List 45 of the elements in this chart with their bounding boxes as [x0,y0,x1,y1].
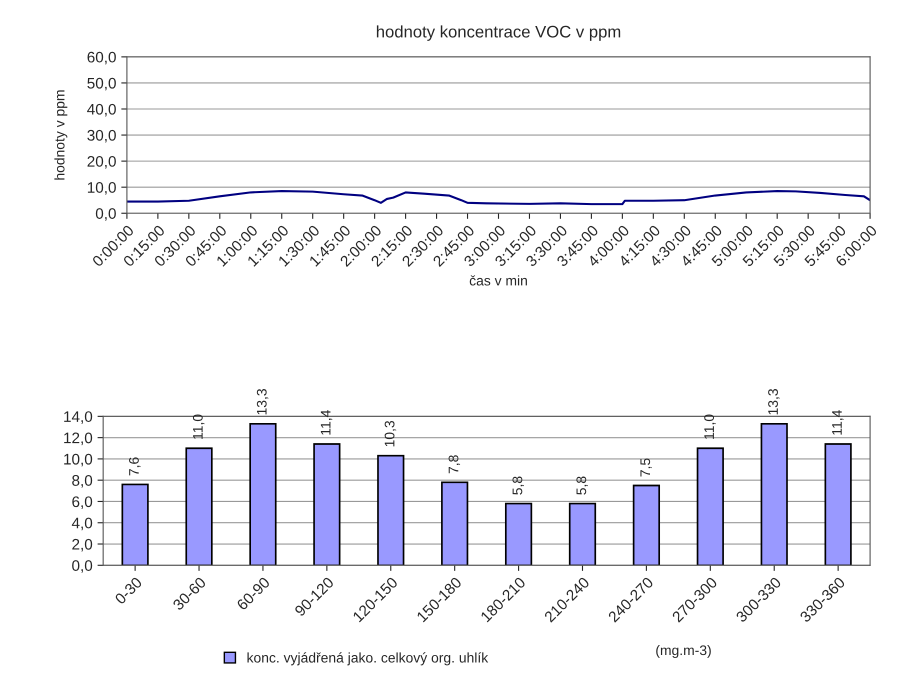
bar [185,447,213,566]
data-label: 11,0 [704,414,716,439]
y-tick-label: 4,0 [72,518,92,530]
y-tick-label: 50,0 [87,78,116,90]
y-tick-label: 20,0 [88,156,116,169]
y-tick-label: 10,0 [88,182,116,195]
y-tick-label: 0,0 [96,208,116,221]
y-tick-label: 60,0 [88,52,116,64]
bar [313,443,340,566]
y-tick-label: 40,0 [87,104,116,116]
bar [441,481,468,566]
bar [249,422,277,566]
bar [122,484,149,566]
text: (mg.m-3) [656,644,711,658]
data-label: 7,8 [448,455,460,474]
data-label: 13,3 [768,389,780,414]
bar [760,422,788,566]
data-label: 10,3 [384,420,396,446]
y-tick-label: 8,0 [72,475,92,488]
bar [632,484,660,566]
bar [377,454,404,566]
y-tick-label: 30,0 [87,130,116,143]
data-label: 7,6 [129,457,140,476]
line-series [126,190,870,206]
y-tick-label: 6,0 [72,496,92,509]
chart-title: hodnoty koncentrace VOC v ppm [376,25,620,41]
y-tick-label: 14,0 [64,411,92,424]
data-label: 5,8 [576,476,588,495]
y-axis-title: hodnoty v ppm [54,90,68,180]
data-label: 11,4 [320,410,332,435]
data-label: 5,8 [512,476,524,495]
x-axis-title: čas v min [470,275,527,286]
data-label: 7,5 [640,458,652,476]
data-label: 13,3 [256,389,268,414]
data-label: 11,0 [192,414,204,439]
bar [504,502,532,566]
bar [824,443,852,566]
y-tick-label: 0,0 [72,560,92,573]
y-tick-label: 12,0 [64,432,92,446]
y-tick-label: 2,0 [72,538,92,552]
bar [568,502,596,566]
legend-label: konc. vyjádřená jako. celkový org. uhlík [247,652,488,666]
bar [696,447,724,566]
y-tick-label: 10,0 [64,454,92,466]
data-label: 11,4 [832,410,844,435]
